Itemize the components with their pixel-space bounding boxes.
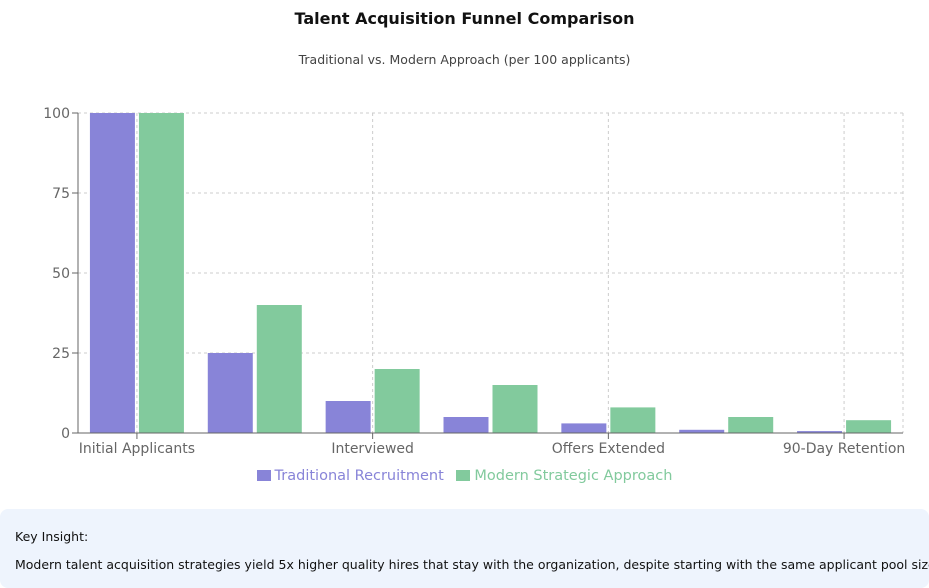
bar-traditional [207, 353, 253, 433]
bar-chart: 0 25 50 75 100 Initial Applicants Interviewed O… [43, 106, 905, 457]
bar-traditional [679, 429, 725, 433]
bar-traditional [561, 423, 607, 433]
bar-modern [846, 420, 892, 433]
x-tick-label: Offers Extended [552, 441, 665, 457]
bar-modern [256, 305, 302, 433]
x-tick-label: Interviewed [331, 441, 414, 457]
bar-traditional [89, 113, 135, 433]
bar-traditional [325, 401, 371, 433]
bar-traditional [797, 431, 843, 433]
x-tick-label: Initial Applicants [79, 441, 195, 457]
y-tick-label: 25 [52, 346, 70, 362]
chart-title: Talent Acquisition Funnel Comparison [294, 9, 635, 28]
bar-modern [374, 369, 420, 433]
y-tick-label: 50 [52, 266, 70, 282]
legend-swatch [256, 470, 271, 481]
bar-modern [728, 417, 774, 433]
legend-item-traditional[interactable]: Traditional Recruitment [256, 468, 444, 484]
y-tick-label: 0 [61, 426, 70, 442]
y-tick-label: 100 [43, 106, 70, 122]
insight-body: Modern talent acquisition strategies yie… [15, 557, 929, 572]
legend-label: Traditional Recruitment [274, 468, 444, 484]
x-tick-label: 90-Day Retention [783, 441, 905, 457]
insight-heading: Key Insight: [15, 529, 89, 544]
legend-label: Modern Strategic Approach [474, 468, 673, 484]
bar-traditional [443, 417, 489, 433]
legend-swatch [456, 470, 471, 481]
legend: Traditional Recruitment Modern Strategic… [0, 468, 929, 484]
key-insight-box: Key Insight: Modern talent acquisition s… [0, 509, 929, 588]
bar-modern [610, 407, 656, 433]
y-tick-label: 75 [52, 186, 70, 202]
legend-item-modern[interactable]: Modern Strategic Approach [456, 468, 672, 484]
bar-modern [138, 113, 184, 433]
bar-modern [492, 385, 538, 433]
chart-subtitle: Traditional vs. Modern Approach (per 100… [298, 52, 631, 67]
